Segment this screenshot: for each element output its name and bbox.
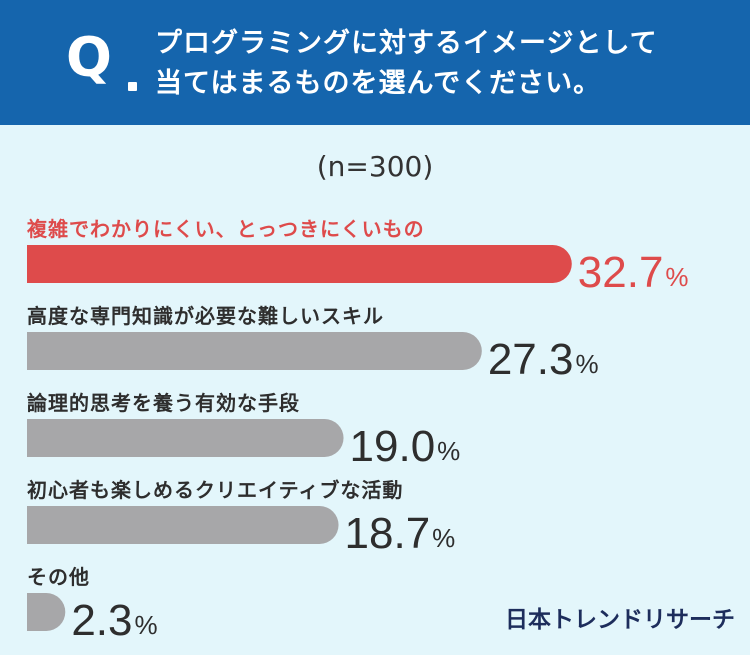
q-mark: Q: [66, 26, 112, 89]
category-label: 複雑でわかりにくい、とっつきにくいもの: [27, 217, 425, 241]
value-label: 27.3: [488, 335, 574, 384]
category-label: 初心者も楽しめるクリエイティブな活動: [27, 478, 403, 502]
bar: [27, 506, 339, 544]
brand-logo-text: 日本トレンドリサーチ: [505, 607, 735, 633]
q-dot: [128, 82, 137, 91]
bar: [27, 245, 572, 283]
question-line-1: プログラミングに対するイメージとして: [155, 28, 658, 59]
value-label: 18.7: [345, 509, 431, 558]
question-header: Q プログラミングに対するイメージとして 当てはまるものを選んでください。: [0, 0, 750, 125]
bar: [27, 593, 66, 631]
question-text: プログラミングに対するイメージとして 当てはまるものを選んでください。: [155, 24, 715, 104]
category-label: その他: [27, 565, 90, 589]
sample-size: (n=300): [316, 150, 434, 183]
unit-label: %: [437, 436, 460, 466]
bar: [27, 419, 344, 457]
unit-label: %: [432, 523, 455, 553]
value-label: 19.0: [350, 422, 436, 471]
value-label: 32.7: [578, 248, 664, 297]
category-label: 高度な専門知識が必要な難しいスキル: [27, 304, 384, 328]
unit-label: %: [575, 349, 598, 379]
unit-label: %: [665, 262, 688, 292]
unit-label: %: [134, 610, 157, 640]
question-line-2: 当てはまるものを選んでください。: [155, 68, 602, 99]
category-label: 論理的思考を養う有効な手段: [27, 391, 300, 415]
bar: [27, 332, 482, 370]
value-label: 2.3: [71, 596, 132, 645]
